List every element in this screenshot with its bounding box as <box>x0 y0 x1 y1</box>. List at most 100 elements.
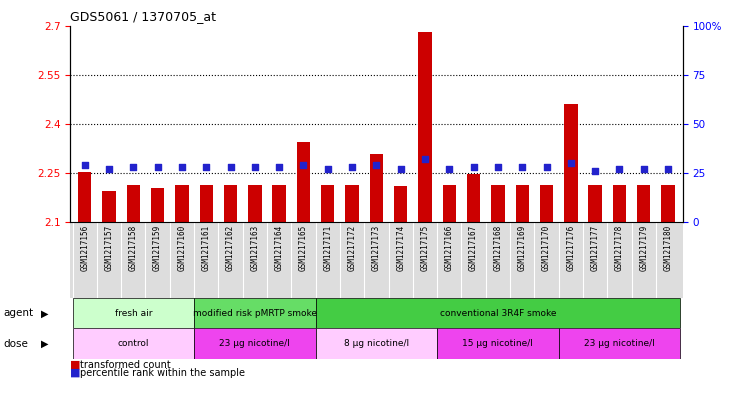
Bar <box>492 185 505 222</box>
Text: GSM1217171: GSM1217171 <box>323 225 332 271</box>
Bar <box>316 298 680 329</box>
Bar <box>78 172 92 222</box>
Text: GSM1217159: GSM1217159 <box>153 225 162 271</box>
Point <box>638 166 649 173</box>
Text: GSM1217166: GSM1217166 <box>445 225 454 271</box>
Text: GSM1217173: GSM1217173 <box>372 225 381 271</box>
Bar <box>224 185 237 222</box>
Text: conventional 3R4F smoke: conventional 3R4F smoke <box>440 309 556 318</box>
Bar <box>418 32 432 222</box>
Text: GSM1217157: GSM1217157 <box>105 225 114 271</box>
Bar <box>151 188 165 222</box>
Text: GSM1217168: GSM1217168 <box>494 225 503 271</box>
Point <box>565 160 576 167</box>
Text: modified risk pMRTP smoke: modified risk pMRTP smoke <box>193 309 317 318</box>
Point <box>273 164 285 171</box>
Bar <box>559 329 680 359</box>
Point <box>176 164 188 171</box>
Text: GSM1217158: GSM1217158 <box>129 225 138 271</box>
Bar <box>194 298 316 329</box>
Bar <box>564 104 578 222</box>
Bar <box>539 185 554 222</box>
Point <box>419 156 431 163</box>
Point <box>297 162 309 169</box>
Bar <box>194 329 316 359</box>
Text: GSM1217177: GSM1217177 <box>590 225 600 271</box>
Bar <box>613 185 626 222</box>
Bar <box>316 329 437 359</box>
Bar <box>248 185 261 222</box>
Point <box>444 166 455 173</box>
Text: GSM1217179: GSM1217179 <box>639 225 648 271</box>
Text: transformed count: transformed count <box>80 360 170 370</box>
Point <box>224 164 236 171</box>
Bar <box>175 185 189 222</box>
Text: fresh air: fresh air <box>114 309 152 318</box>
Bar <box>588 185 601 222</box>
Text: GDS5061 / 1370705_at: GDS5061 / 1370705_at <box>70 10 216 23</box>
Text: ■: ■ <box>70 367 80 378</box>
Text: GSM1217167: GSM1217167 <box>469 225 478 271</box>
Point <box>103 166 115 173</box>
Text: GSM1217165: GSM1217165 <box>299 225 308 271</box>
Point <box>468 164 480 171</box>
Bar <box>394 186 407 222</box>
Text: ■: ■ <box>70 360 80 370</box>
Text: GSM1217156: GSM1217156 <box>80 225 89 271</box>
Text: GSM1217163: GSM1217163 <box>250 225 259 271</box>
Point <box>152 164 164 171</box>
Point <box>200 164 212 171</box>
Text: percentile rank within the sample: percentile rank within the sample <box>80 367 245 378</box>
Point <box>492 164 504 171</box>
Text: GSM1217174: GSM1217174 <box>396 225 405 271</box>
Point <box>662 166 674 173</box>
Text: 23 μg nicotine/l: 23 μg nicotine/l <box>584 339 655 348</box>
Text: dose: dose <box>4 339 29 349</box>
Bar <box>661 185 675 222</box>
Bar <box>443 185 456 222</box>
Bar <box>321 185 334 222</box>
Point <box>128 164 139 171</box>
Text: GSM1217164: GSM1217164 <box>275 225 283 271</box>
Text: agent: agent <box>4 309 34 318</box>
Text: GSM1217180: GSM1217180 <box>663 225 672 271</box>
Bar <box>437 329 559 359</box>
Point <box>79 162 91 169</box>
Text: GSM1217161: GSM1217161 <box>201 225 211 271</box>
Bar <box>127 185 140 222</box>
Text: control: control <box>117 339 149 348</box>
Text: GSM1217175: GSM1217175 <box>421 225 430 271</box>
Point <box>249 164 261 171</box>
Point <box>395 166 407 173</box>
Bar <box>103 191 116 222</box>
Bar <box>370 154 383 222</box>
Bar <box>72 298 194 329</box>
Bar <box>467 174 480 222</box>
Bar <box>637 185 650 222</box>
Text: 23 μg nicotine/l: 23 μg nicotine/l <box>219 339 290 348</box>
Text: ▶: ▶ <box>41 309 48 318</box>
Bar <box>345 185 359 222</box>
Text: 15 μg nicotine/l: 15 μg nicotine/l <box>463 339 534 348</box>
Bar <box>272 185 286 222</box>
Text: GSM1217178: GSM1217178 <box>615 225 624 271</box>
Point <box>541 164 553 171</box>
Bar <box>199 185 213 222</box>
Point <box>370 162 382 169</box>
Bar <box>297 142 310 222</box>
Point <box>613 166 625 173</box>
Text: 8 μg nicotine/l: 8 μg nicotine/l <box>344 339 409 348</box>
Text: GSM1217162: GSM1217162 <box>226 225 235 271</box>
Text: ▶: ▶ <box>41 339 48 349</box>
Point <box>517 164 528 171</box>
Point <box>346 164 358 171</box>
Point <box>322 166 334 173</box>
Point <box>589 168 601 174</box>
Bar <box>516 185 529 222</box>
Text: GSM1217169: GSM1217169 <box>518 225 527 271</box>
Text: GSM1217160: GSM1217160 <box>177 225 187 271</box>
Bar <box>72 329 194 359</box>
Text: GSM1217172: GSM1217172 <box>348 225 356 271</box>
Text: GSM1217170: GSM1217170 <box>542 225 551 271</box>
Text: GSM1217176: GSM1217176 <box>566 225 576 271</box>
